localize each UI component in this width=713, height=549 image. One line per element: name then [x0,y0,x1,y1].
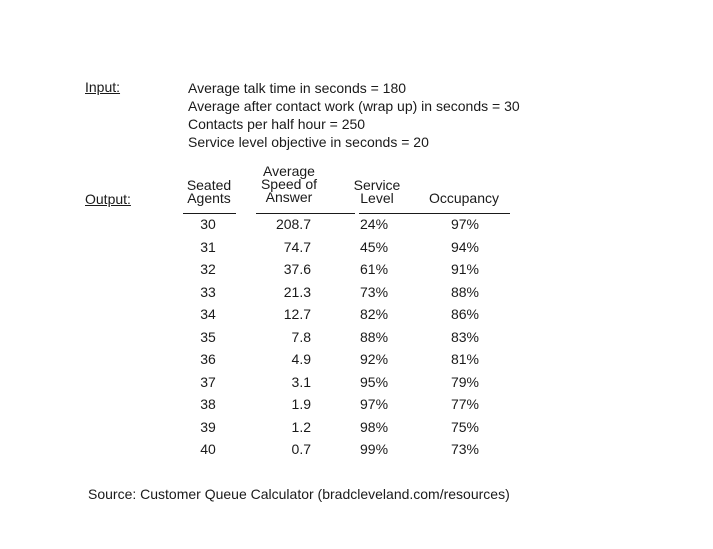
cell-agents: 38 [200,396,216,412]
input-parameters: Average talk time in seconds = 180 Avera… [188,79,520,151]
cell-service-level: 45% [360,238,389,255]
header-seated-agents-line1: Seated [186,177,232,193]
cell-occupancy: 88% [450,283,480,300]
header-occ-line1: Occupancy [428,190,500,206]
cell-agents: 35 [200,328,216,345]
cell-occupancy: 97% [450,216,480,232]
table-row: 39 1.2 98% 75% [0,418,713,441]
table-row: 35 7.8 88% 83% [0,328,713,351]
cell-service-level: 82% [360,306,389,322]
cell-agents: 30 [200,216,216,232]
cell-service-level: 24% [360,216,389,232]
cell-occupancy: 94% [450,238,480,255]
cell-occupancy: 81% [450,351,480,367]
output-label: Output: [85,191,131,207]
source-citation: Source: Customer Queue Calculator (bradc… [88,486,510,502]
header-seated-agents-line2: Agents [187,190,231,206]
cell-service-level: 88% [360,328,389,345]
table-row: 38 1.9 97% 77% [0,395,713,418]
cell-agents: 40 [200,441,216,457]
cell-asa: 12.7 [283,306,311,322]
header-service-level: Service Level [349,177,405,206]
table-row: 34 12.7 82% 86% [0,305,713,328]
cell-occupancy: 75% [450,418,480,435]
cell-service-level: 98% [360,418,389,435]
cell-asa: 3.1 [291,373,311,390]
header-sl-line1: Service [353,177,401,193]
input-talk-time: Average talk time in seconds = 180 [188,80,407,96]
cell-occupancy: 83% [450,328,480,345]
header-rule [359,213,510,214]
cell-asa: 37.6 [283,261,311,277]
cell-agents: 36 [200,351,216,367]
cell-occupancy: 86% [450,306,480,322]
output-table-body: 30 208.7 24% 97% 31 74.7 45% 94% 32 37.6… [0,215,713,463]
header-average-speed-of-answer: Average Speed of Answer [254,163,324,205]
cell-agents: 33 [200,283,216,300]
header-sl-line2: Level [360,190,394,206]
cell-agents: 34 [200,306,216,322]
cell-agents: 32 [200,261,216,277]
cell-asa: 1.9 [291,396,311,412]
table-row: 31 74.7 45% 94% [0,238,713,261]
table-row: 30 208.7 24% 97% [0,215,713,238]
cell-agents: 37 [200,373,216,390]
cell-asa: 208.7 [275,216,311,232]
cell-service-level: 97% [360,396,389,412]
cell-asa: 1.2 [291,418,311,435]
cell-asa: 74.7 [283,238,311,255]
cell-service-level: 73% [360,283,389,300]
header-rule [256,213,355,214]
table-row: 32 37.6 61% 91% [0,260,713,283]
cell-service-level: 92% [360,351,389,367]
cell-service-level: 95% [360,373,389,390]
cell-occupancy: 79% [450,373,480,390]
header-occupancy: Occupancy [420,190,508,206]
cell-occupancy: 73% [450,441,480,457]
table-row: 36 4.9 92% 81% [0,350,713,373]
table-row: 37 3.1 95% 79% [0,373,713,396]
header-rule [183,213,236,214]
header-asa-line2: Speed of [260,176,318,192]
cell-service-level: 61% [360,261,389,277]
cell-asa: 4.9 [291,351,311,367]
input-label: Input: [85,79,121,95]
input-contacts: Contacts per half hour = 250 [188,116,366,132]
cell-asa: 21.3 [283,283,311,300]
cell-asa: 0.7 [291,441,311,457]
input-service-objective: Service level objective in seconds = 20 [188,134,429,150]
header-seated-agents: Seated Agents [183,177,235,206]
cell-agents: 31 [200,238,216,255]
cell-occupancy: 77% [450,396,480,412]
header-asa-line3: Answer [265,189,313,205]
cell-agents: 39 [200,418,216,435]
cell-asa: 7.8 [291,328,311,345]
cell-occupancy: 91% [450,261,480,277]
header-asa-line1: Average [263,163,315,179]
table-row: 33 21.3 73% 88% [0,283,713,306]
input-wrap-up: Average after contact work (wrap up) in … [188,98,520,114]
table-row: 40 0.7 99% 73% [0,440,713,463]
cell-service-level: 99% [360,441,389,457]
